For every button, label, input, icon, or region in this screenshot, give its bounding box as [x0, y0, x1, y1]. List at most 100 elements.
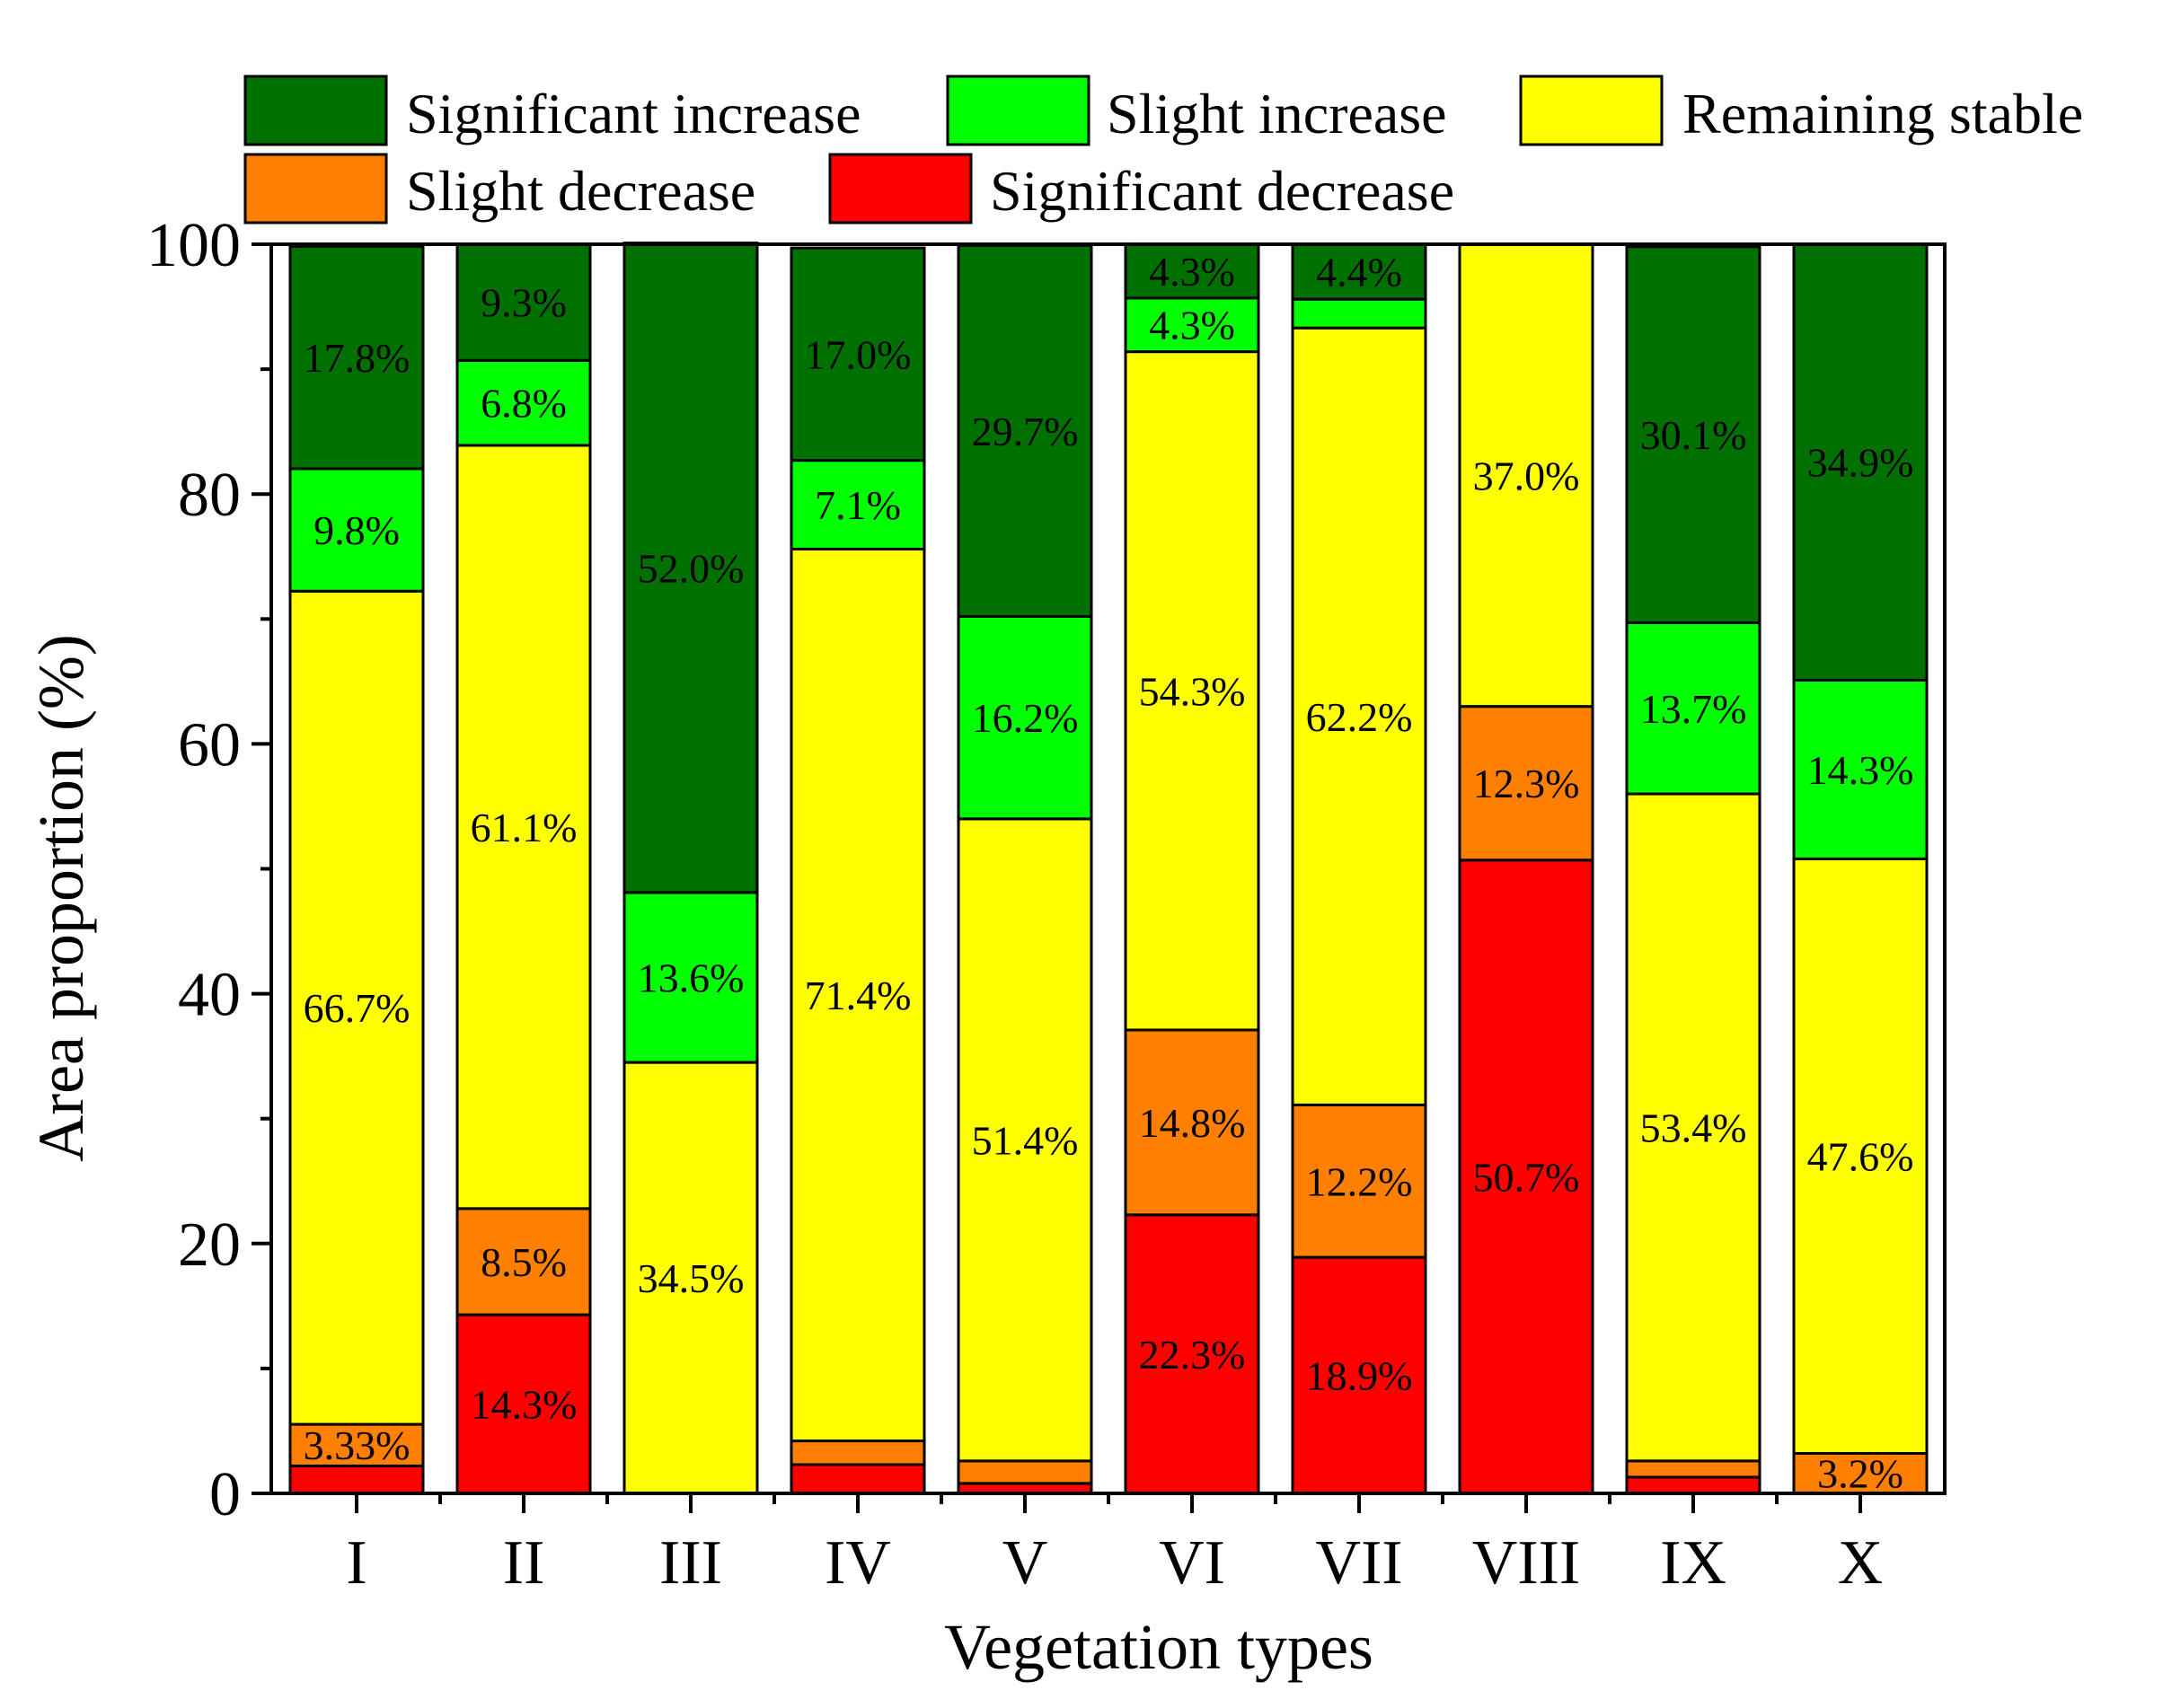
data-label-slight-increase-x: 14.3% [1807, 747, 1914, 793]
x-tick-label-viii: VIII [1472, 1528, 1580, 1598]
bar-segment-remaining-stable-viii [1458, 242, 1594, 709]
legend-swatch-slight-increase [946, 75, 1090, 146]
data-label-remaining-stable-i: 66.7% [304, 985, 411, 1031]
y-axis-title: Area proportion (%) [25, 634, 97, 1162]
legend-swatch-remaining-stable [1519, 75, 1664, 146]
x-tick-label-iv: IV [825, 1528, 891, 1598]
x-tick-label-ii: II [503, 1528, 545, 1598]
x-tick-label-x: X [1838, 1528, 1884, 1598]
bar-segment-slight-increase-iii [622, 891, 759, 1064]
bar-segment-remaining-stable-vi [1124, 350, 1260, 1032]
data-label-slight-increase-ix: 13.7% [1640, 686, 1747, 732]
bars-layer [288, 242, 1929, 1495]
bar-segment-slight-decrease-v [957, 1459, 1093, 1485]
legend-label-significant-increase: Significant increase [406, 82, 861, 145]
data-label-slight-increase-ii: 6.8% [481, 381, 567, 427]
bar-segment-remaining-stable-x [1792, 857, 1929, 1455]
x-tick-label-vii: VII [1315, 1528, 1402, 1598]
bar-segment-significant-decrease-i [288, 1464, 425, 1495]
bar-segment-significant-decrease-iv [790, 1463, 926, 1495]
legend-swatch-slight-decrease [243, 153, 388, 225]
bar-segment-significant-decrease-vii [1291, 1255, 1427, 1495]
y-tick-label-40: 40 [178, 961, 241, 1030]
bar-segment-significant-increase-x [1792, 242, 1929, 682]
x-tick-label-ix: IX [1660, 1528, 1726, 1598]
bar-segment-slight-decrease-viii [1458, 705, 1594, 862]
y-tick-label-20: 20 [178, 1211, 241, 1280]
bar-segment-remaining-stable-iv [790, 547, 926, 1443]
data-label-slight-decrease-viii: 12.3% [1473, 761, 1580, 806]
data-label-remaining-stable-x: 47.6% [1807, 1133, 1914, 1179]
data-label-slight-decrease-x: 3.2% [1817, 1451, 1903, 1497]
bar-segment-slight-increase-ix [1625, 621, 1761, 796]
bar-segment-remaining-stable-vii [1291, 326, 1427, 1106]
data-label-significant-increase-vii: 4.4% [1316, 250, 1402, 295]
bar-segment-slight-decrease-ii [455, 1207, 592, 1316]
bar-segment-slight-increase-x [1792, 678, 1929, 860]
bar-segment-significant-decrease-ix [1625, 1475, 1761, 1495]
bar-segment-significant-increase-iii [622, 242, 759, 894]
data-label-remaining-stable-vii: 62.2% [1306, 694, 1413, 740]
data-label-significant-increase-iv: 17.0% [805, 331, 912, 377]
data-label-significant-decrease-viii: 50.7% [1473, 1154, 1580, 1200]
x-tick-label-i: I [346, 1528, 366, 1598]
legend-label-slight-increase: Slight increase [1107, 82, 1447, 145]
data-label-remaining-stable-ix: 53.4% [1640, 1105, 1747, 1150]
data-label-slight-decrease-ii: 8.5% [481, 1239, 567, 1285]
y-tick-label-100: 100 [146, 211, 241, 280]
bar-segment-slight-decrease-x [1792, 1451, 1929, 1495]
bar-segment-slight-increase-vi [1124, 296, 1260, 354]
data-label-slight-increase-v: 16.2% [972, 695, 1079, 741]
bar-segment-remaining-stable-i [288, 589, 425, 1426]
y-tick-label-80: 80 [178, 461, 241, 530]
bar-segment-slight-increase-i [288, 467, 425, 593]
data-label-significant-increase-vi: 4.3% [1149, 249, 1235, 295]
bar-segment-slight-increase-iv [790, 459, 926, 550]
bar-segment-slight-decrease-vi [1124, 1028, 1260, 1217]
data-label-slight-decrease-i: 3.33% [304, 1422, 411, 1468]
x-tick-label-v: V [1002, 1528, 1048, 1598]
bar-segment-remaining-stable-v [957, 817, 1093, 1463]
legend-label-slight-decrease: Slight decrease [406, 159, 755, 223]
bar-segment-slight-decrease-iv [790, 1439, 926, 1466]
data-label-significant-increase-i: 17.8% [304, 335, 411, 381]
bar-segment-remaining-stable-ii [455, 444, 592, 1211]
bar-segment-slight-decrease-vii [1291, 1103, 1427, 1259]
data-label-slight-decrease-vii: 12.2% [1306, 1158, 1413, 1204]
bar-segment-significant-increase-iv [790, 246, 926, 462]
data-label-slight-increase-vi: 4.3% [1149, 303, 1235, 348]
data-label-slight-increase-iv: 7.1% [815, 482, 901, 528]
bar-segment-significant-increase-vii [1291, 242, 1427, 301]
data-label-significant-decrease-ii: 14.3% [471, 1382, 578, 1428]
bar-segment-slight-increase-vii [1291, 297, 1427, 330]
data-label-significant-decrease-vii: 18.9% [1306, 1353, 1413, 1399]
data-label-remaining-stable-iii: 34.5% [638, 1255, 745, 1301]
legend-swatch-significant-increase [243, 75, 388, 146]
bar-segment-significant-increase-ix [1625, 245, 1761, 624]
data-labels-layer: 3.33% 66.7% 9.8% 17.8% 14.3% 8.5% 61.1% 6.8% 9.3… [304, 249, 1914, 1497]
data-label-significant-increase-x: 34.9% [1807, 440, 1914, 486]
bar-segment-slight-decrease-ix [1625, 1459, 1761, 1479]
data-label-slight-increase-iii: 13.6% [638, 955, 745, 1001]
data-label-remaining-stable-iv: 71.4% [805, 973, 912, 1018]
legend-label-remaining-stable: Remaining stable [1682, 82, 2083, 145]
y-tick-label-0: 0 [209, 1460, 241, 1529]
data-label-slight-increase-i: 9.8% [313, 507, 400, 553]
bar-segment-significant-increase-v [957, 243, 1093, 619]
data-label-significant-increase-ii: 9.3% [481, 280, 567, 326]
data-label-significant-decrease-vi: 22.3% [1139, 1332, 1246, 1378]
data-label-remaining-stable-ii: 61.1% [471, 805, 578, 850]
x-tick-label-vi: VI [1159, 1528, 1225, 1598]
data-label-remaining-stable-vi: 54.3% [1139, 668, 1246, 714]
legend-label-significant-decrease: Significant decrease [990, 159, 1454, 223]
legend-swatch-significant-decrease [828, 153, 973, 225]
bar-segment-remaining-stable-ix [1625, 792, 1761, 1463]
bar-segment-significant-increase-i [288, 244, 425, 471]
data-label-significant-increase-ix: 30.1% [1640, 412, 1747, 458]
x-axis-title: Vegetation types [944, 1611, 1373, 1683]
x-tick-label-iii: III [659, 1528, 722, 1598]
data-label-significant-increase-iii: 52.0% [638, 545, 745, 591]
data-label-remaining-stable-v: 51.4% [972, 1117, 1079, 1163]
